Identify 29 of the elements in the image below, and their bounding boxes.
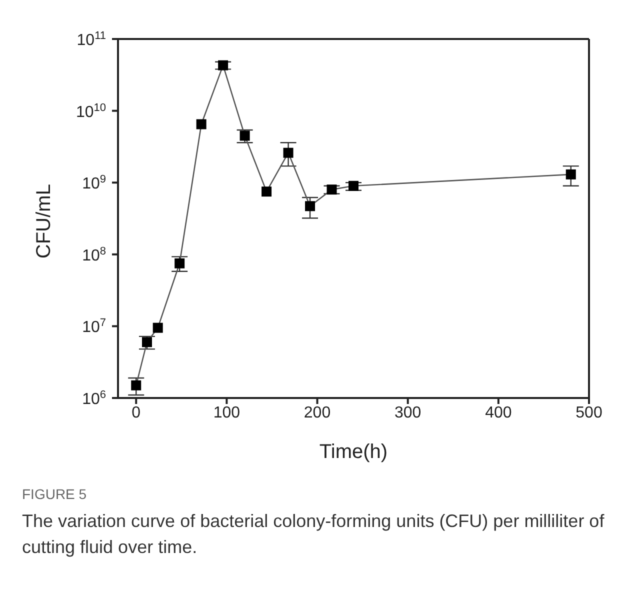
- x-tick-label: 100: [213, 404, 240, 422]
- point: [174, 258, 185, 268]
- point: [218, 60, 228, 70]
- y-axis-title: CFU/mL: [33, 184, 56, 258]
- point: [348, 180, 358, 191]
- x-tick-label: 500: [576, 404, 602, 422]
- x-tick-label: 200: [304, 404, 331, 422]
- point: [152, 322, 163, 333]
- point: [283, 148, 294, 158]
- point: [196, 119, 206, 130]
- x-axis-title: Time(h): [319, 441, 388, 463]
- y-tick-label: 10$^{7}$: [82, 317, 106, 336]
- x-tick-label: 0: [132, 404, 141, 422]
- point: [142, 337, 152, 348]
- y-tick-label: 10$^{9}$: [82, 174, 106, 193]
- point: [240, 130, 250, 141]
- point: [262, 186, 272, 197]
- point: [131, 380, 142, 390]
- y-tick-label: 10$^{10}$: [76, 102, 106, 121]
- text: The variation curve of bacterial colony-forming units (CFU) per milliliter of cutting fluid over time.: [22, 510, 606, 559]
- y-tick-label: 10$^{11}$: [76, 30, 106, 49]
- point: [326, 184, 337, 195]
- point: [566, 169, 576, 180]
- y-tick-label: 10$^{6}$: [82, 389, 106, 408]
- point: [305, 201, 316, 212]
- x-tick-label: 300: [394, 404, 422, 422]
- caption: FIGURE 5: [22, 486, 88, 502]
- y-tick-label: 10$^{8}$: [82, 245, 106, 264]
- x-tick-label: 400: [485, 404, 512, 422]
